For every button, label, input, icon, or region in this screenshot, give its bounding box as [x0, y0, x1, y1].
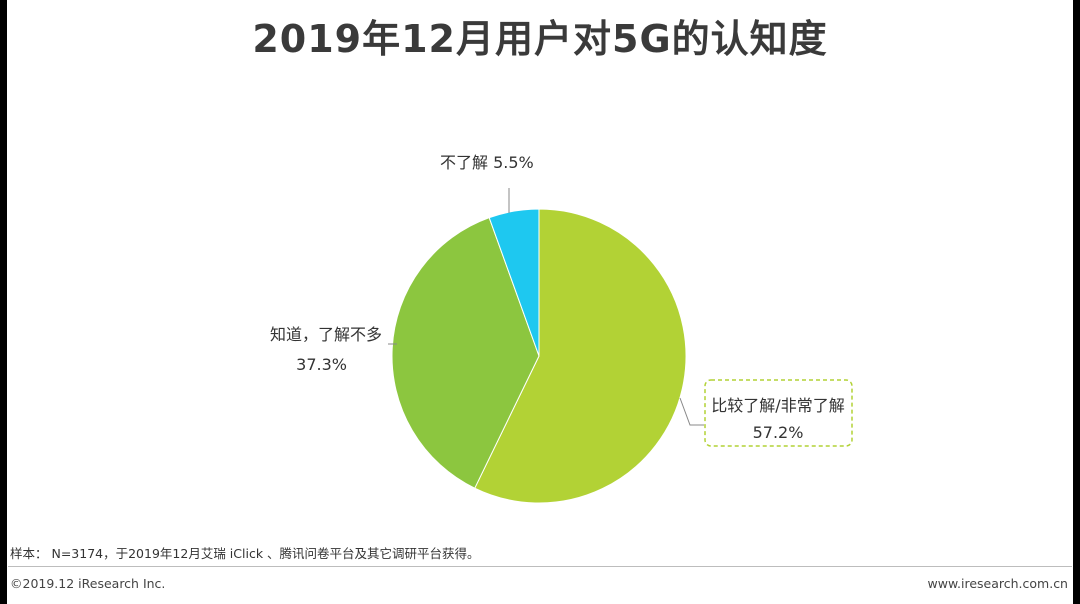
- slice-label-know-little-value: 37.3%: [296, 355, 347, 374]
- right-border: [1073, 0, 1080, 604]
- leader-line-understand: [679, 397, 704, 426]
- page-title: 2019年12月用户对5G的认知度: [252, 17, 828, 61]
- pie-slice-understand: [474, 208, 687, 504]
- callout-box-understand: [704, 379, 853, 447]
- slice-label-know-little-name: 知道，了解不多: [270, 325, 382, 344]
- left-border: [0, 0, 7, 604]
- pie-slice-know-little: [391, 217, 540, 489]
- slice-label-understand-value: 57.2%: [753, 423, 804, 442]
- slice-label-understand-name: 比较了解/非常了解: [711, 396, 844, 415]
- sample-note: 样本： N=3174，于2019年12月艾瑞 iClick 、腾讯问卷平台及其它…: [10, 546, 480, 561]
- copyright: ©2019.12 iResearch Inc.: [10, 576, 166, 591]
- pie-slice-not-understand: [488, 208, 540, 357]
- slice-label-not-understand: 不了解 5.5%: [440, 153, 534, 172]
- footer-divider: [8, 566, 1072, 567]
- website: www.iresearch.com.cn: [927, 576, 1069, 591]
